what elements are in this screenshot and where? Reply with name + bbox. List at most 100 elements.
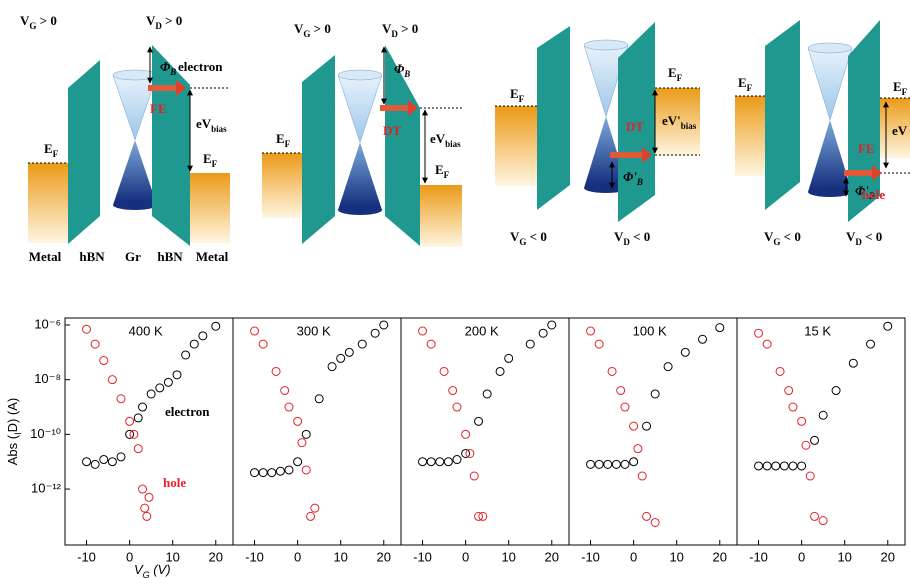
cone-rim [808,187,852,197]
metal [28,163,70,243]
x-tick-label: 10 [837,549,851,564]
gate-voltage-part: G [303,29,310,39]
drain-voltage-part: < 0 [862,229,882,244]
drain-voltage-part: D [391,29,398,39]
gate-voltage-part: V [294,21,304,36]
x-tick-label: 10 [669,549,683,564]
bias-label-part: eV [892,123,908,138]
data-point [293,457,303,467]
drain-voltage-part: > 0 [162,13,182,28]
gate-voltage-part: < 0 [526,229,546,244]
data-point [435,457,445,467]
data-point [461,429,471,439]
data-point [452,455,462,465]
layer-label: Metal [196,249,229,264]
data-point [107,375,117,385]
drain-voltage: VD > 0 [146,13,182,31]
y-axis-label-part: ) (A) [5,398,20,423]
panel-title: 100 K [633,323,667,338]
tunnel-arrow-head [408,100,418,116]
data-point [784,386,794,396]
fermi-label-part: F [747,83,753,93]
data-point [116,394,126,404]
dirac-cone-upper [807,47,853,121]
fermi-label: EF [276,131,291,149]
x-tick-label: 10 [501,549,515,564]
data-point [680,347,690,357]
drain-voltage-part: D [155,21,162,31]
data-point [586,326,596,336]
drain-voltage-part: < 0 [630,229,650,244]
data-point [344,347,354,357]
gate-voltage: VG > 0 [294,21,331,39]
data-point [267,468,277,478]
data-point [250,468,260,478]
data-point [474,416,484,426]
data-point [301,465,311,475]
data-point [293,416,303,426]
data-point [801,440,811,450]
fermi-label: EF [510,86,525,104]
y-tick-label: 10⁻¹² [31,480,62,495]
data-point [788,461,798,471]
x-tick-label: 20 [713,549,727,564]
data-point [831,386,841,396]
x-tick-label: 10 [333,549,347,564]
data-point [616,386,626,396]
fermi-label-part: F [677,73,683,83]
data-point [495,366,505,376]
data-point [297,438,307,448]
mechanism-label: DT [626,119,644,134]
data-point [805,471,815,481]
data-point [306,511,316,521]
data-point [181,350,191,360]
data-point [586,459,596,469]
fermi-label: EF [738,75,753,93]
fermi-label: EF [435,162,450,180]
fermi-label-part: E [435,162,444,177]
fermi-label-part: E [44,141,53,156]
data-point [138,484,148,494]
fermi-label-part: F [902,87,908,97]
data-point [607,366,617,376]
data-point [629,457,639,467]
data-point [818,410,828,420]
barrier-height-part: B [868,191,875,201]
gate-voltage-part: > 0 [36,13,56,28]
series-label: hole [163,475,186,490]
bias-label-part: eV' [662,113,681,128]
data-point [461,448,471,458]
data-point [301,429,311,439]
data-point [663,362,673,372]
data-point [250,326,260,336]
barrier-height: ΦB [160,59,176,77]
fermi-label-part: E [203,151,212,166]
x-tick-label: -10 [413,549,432,564]
gate-voltage-part: V [510,229,520,244]
data-point [762,339,772,349]
x-tick-label: 0 [462,549,469,564]
data-point [327,362,337,372]
cone-rim [338,205,382,215]
panel-title: 300 K [297,323,331,338]
bias-label: eV [892,123,908,138]
drain-voltage-part: V [614,229,624,244]
data-point [504,353,514,363]
data-point [611,459,621,469]
data-point [883,321,893,331]
data-point [642,511,652,521]
bias-label: eV'bias [662,113,697,131]
data-point [99,356,109,366]
plot-frame [736,317,906,546]
drain-voltage-part: > 0 [398,21,418,36]
layer-label: hBN [157,249,183,264]
barrier-height-part: B [636,177,643,187]
dirac-cone-lower [584,116,628,188]
x-tick-label: -10 [77,549,96,564]
barrier-height-part: Φ' [623,169,637,184]
dirac-cone-lower [808,120,852,192]
data-point [314,394,324,404]
x-tick-label: 0 [630,549,637,564]
barrier-height: Φ'B [855,183,875,201]
